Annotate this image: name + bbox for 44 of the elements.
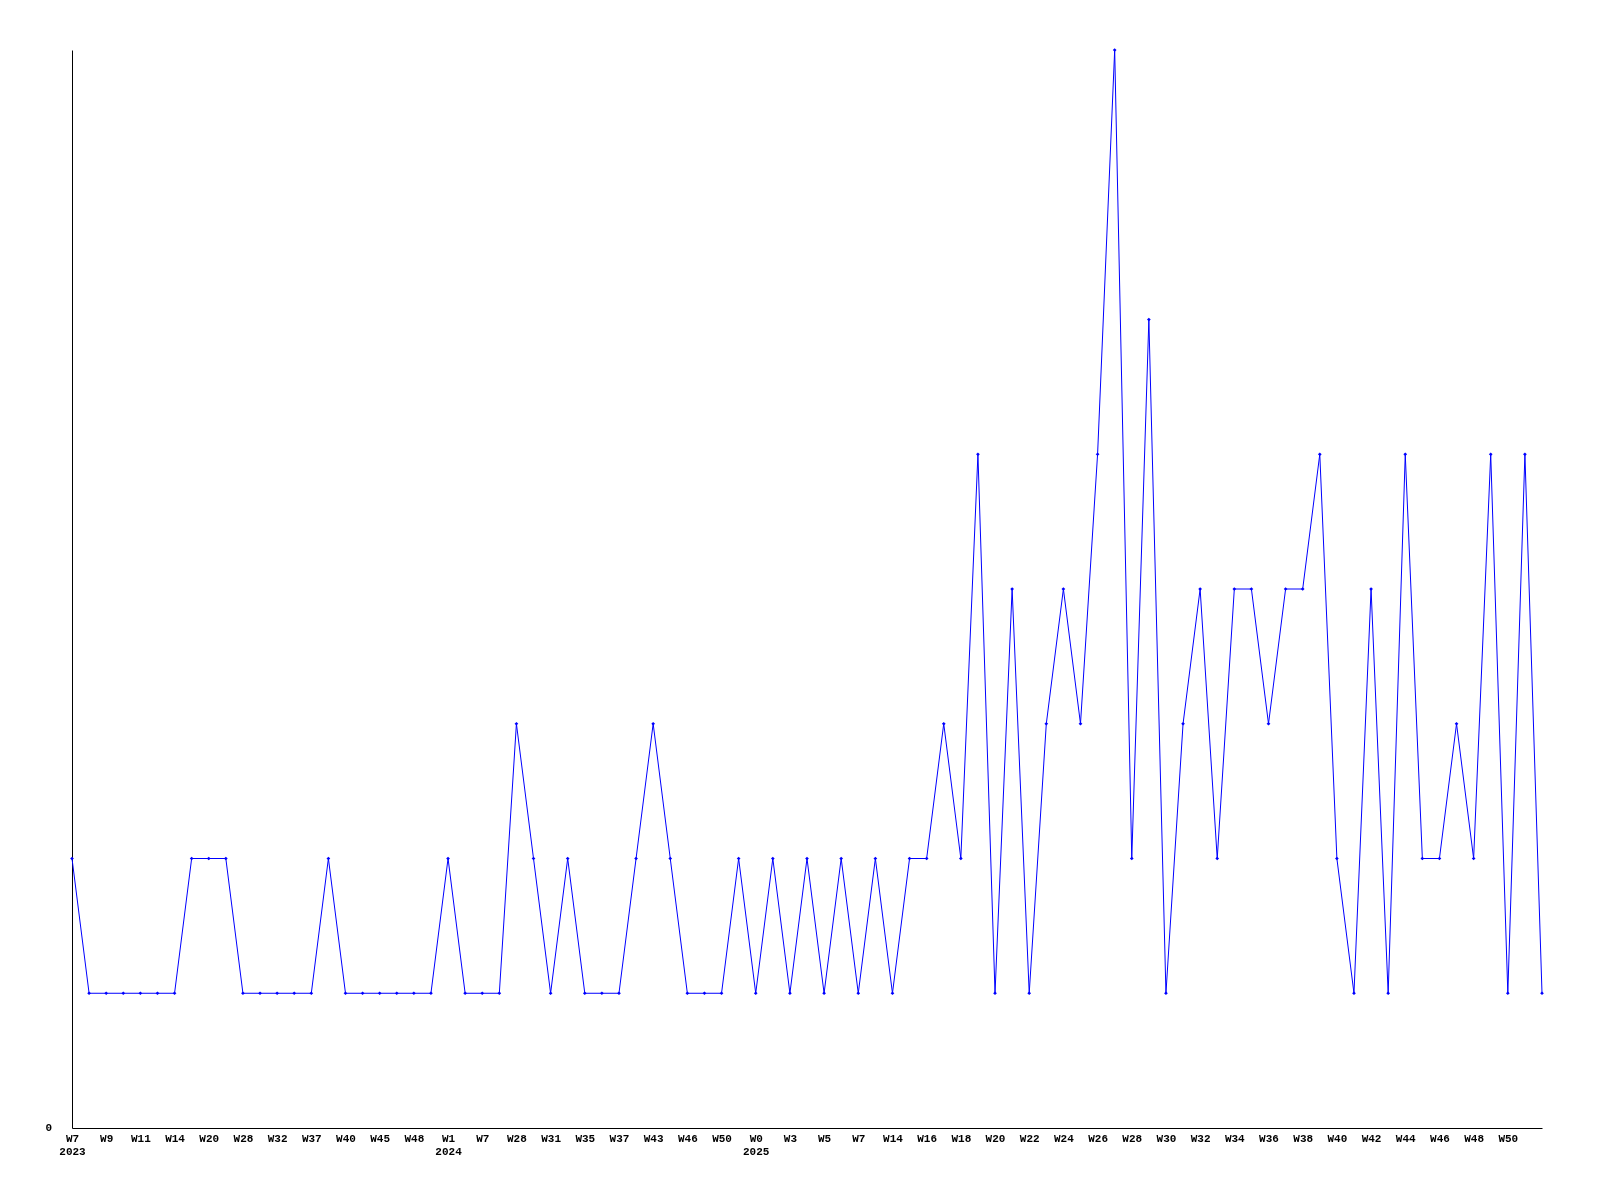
x-tick-label: W46 xyxy=(677,1132,698,1145)
x-tick-label: W32 xyxy=(1190,1132,1211,1145)
x-tick-label: W9 xyxy=(100,1132,114,1145)
x-tick-label: W26 xyxy=(1088,1132,1108,1145)
x-tick-label: W14 xyxy=(165,1132,186,1145)
x-tick-label: W16 xyxy=(917,1132,938,1145)
x-tick-label: W34 xyxy=(1224,1132,1246,1145)
x-tick-label: W28 xyxy=(1122,1132,1143,1145)
x-tick-label: W31 xyxy=(541,1132,562,1145)
x-tick-label: W1 2024 xyxy=(435,1132,463,1158)
x-tick-label: W5 xyxy=(817,1132,832,1145)
x-tick-label: W40 xyxy=(1327,1132,1348,1145)
x-tick-label: W20 xyxy=(199,1132,220,1145)
x-tick-label: W46 xyxy=(1430,1132,1450,1145)
x-tick-label: W44 xyxy=(1395,1132,1417,1145)
x-tick-label: W40 xyxy=(336,1132,356,1145)
x-tick-label: W43 xyxy=(643,1132,664,1145)
x-tick-label: W50 xyxy=(1498,1132,1519,1145)
x-tick-label: W32 xyxy=(267,1132,288,1145)
x-tick-label: W50 xyxy=(712,1132,732,1145)
x-tick-label: W7 xyxy=(852,1132,866,1145)
x-tick-label: W37 xyxy=(301,1132,322,1145)
x-tick-label: W22 xyxy=(1019,1132,1040,1145)
x-tick-label: W11 xyxy=(130,1132,152,1145)
x-tick-label: W45 xyxy=(370,1132,391,1145)
x-tick-label: W0 2025 xyxy=(743,1132,770,1158)
x-tick-label: W7 2023 xyxy=(59,1132,87,1158)
x-tick-label: W30 xyxy=(1156,1132,1177,1145)
x-tick-label: W42 xyxy=(1361,1132,1382,1145)
x-tick-label: W48 xyxy=(404,1132,425,1145)
x-tick-label: W28 xyxy=(233,1132,254,1145)
x-tick-label: W18 xyxy=(951,1132,972,1145)
x-tick-label: W36 xyxy=(1259,1132,1279,1145)
x-tick-label: W20 xyxy=(985,1132,1006,1145)
x-tick-label: W3 xyxy=(783,1132,798,1145)
text: 0 xyxy=(45,1122,52,1134)
x-tick-label: W38 xyxy=(1293,1132,1314,1145)
x-tick-label: W35 xyxy=(575,1132,596,1145)
x-tick-label: W7 xyxy=(476,1132,490,1145)
x-tick-label: W24 xyxy=(1053,1132,1075,1145)
x-tick-label: W14 xyxy=(883,1132,904,1145)
x-tick-label: W37 xyxy=(609,1132,630,1145)
x-tick-label: W28 xyxy=(507,1132,528,1145)
x-tick-label: W48 xyxy=(1464,1132,1485,1145)
